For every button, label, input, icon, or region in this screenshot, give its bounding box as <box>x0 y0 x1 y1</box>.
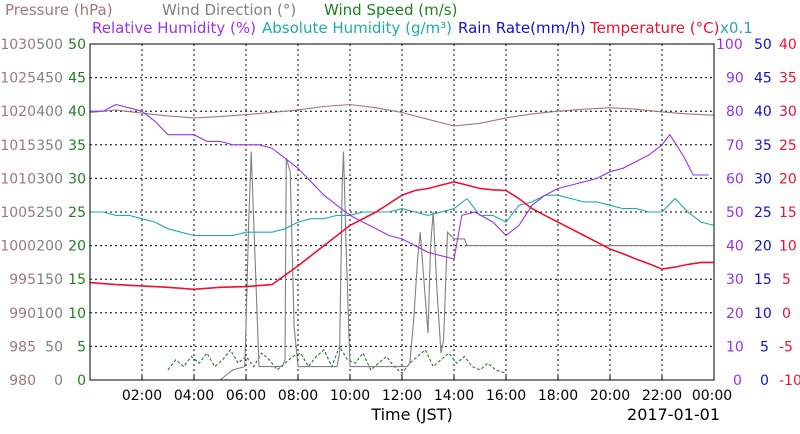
y-tick-label-wind-direction: 500 <box>36 37 63 53</box>
y-tick-label-relative-humidity: 40 <box>726 239 744 255</box>
y-tick-label-relative-humidity: 20 <box>726 306 744 322</box>
x-tick-label: 16:00 <box>486 388 526 404</box>
y-tick-label-rain-rate: 15 <box>754 272 772 288</box>
y-tick-label-wind-speed: 0 <box>77 373 86 389</box>
x-tick-label: 12:00 <box>382 388 422 404</box>
legend-relative-humidity: Relative Humidity (%) <box>92 19 256 37</box>
y-tick-label-wind-speed: 40 <box>68 104 86 120</box>
y-tick-label-pressure: 985 <box>9 339 36 355</box>
x-tick-label: 20:00 <box>590 388 630 404</box>
y-tick-label-pressure: 990 <box>9 306 36 322</box>
y-tick-label-pressure: 1010 <box>0 171 36 187</box>
y-tick-label-relative-humidity: 10 <box>726 339 744 355</box>
x-tick-label: 02:00 <box>122 388 162 404</box>
y-tick-label-rain-rate: 45 <box>754 71 772 87</box>
y-tick-label-rain-rate: 35 <box>754 138 772 154</box>
y-tick-label-wind-speed: 50 <box>68 37 86 53</box>
y-tick-label-temperature: 10 <box>779 239 797 255</box>
y-axes: 1030102510201015101010051000995990985980… <box>0 37 800 389</box>
y-tick-label-pressure: 980 <box>9 373 36 389</box>
series-line-wind-speed-m-s <box>167 345 507 375</box>
y-tick-label-temperature: 0 <box>782 306 791 322</box>
y-tick-label-wind-direction: 300 <box>36 171 63 187</box>
y-tick-label-relative-humidity: 100 <box>716 37 743 53</box>
x-tick-label: 06:00 <box>226 388 266 404</box>
y-tick-label-pressure: 1030 <box>0 37 36 53</box>
y-tick-label-pressure: 1020 <box>0 104 36 120</box>
y-tick-label-temperature: 15 <box>779 205 797 221</box>
y-tick-label-pressure: 995 <box>9 272 36 288</box>
legend-temperature: Temperature (°C) <box>589 19 719 37</box>
y-tick-label-wind-speed: 45 <box>68 71 86 87</box>
legend-scale-note: x0.1 <box>720 19 753 37</box>
grid <box>90 44 714 380</box>
y-tick-label-wind-direction: 150 <box>36 272 63 288</box>
series-line-relative-humidity <box>90 103 709 260</box>
y-tick-label-pressure: 1015 <box>0 138 36 154</box>
y-tick-label-temperature: 5 <box>782 272 791 288</box>
y-tick-label-wind-direction: 350 <box>36 138 63 154</box>
y-tick-label-rain-rate: 0 <box>760 373 769 389</box>
y-tick-label-wind-direction: 450 <box>36 71 63 87</box>
legend-absolute-humidity: Absolute Humidity (g/m³) <box>262 19 452 37</box>
y-tick-label-wind-speed: 15 <box>68 272 86 288</box>
y-tick-label-wind-speed: 30 <box>68 171 86 187</box>
y-tick-label-temperature: -10 <box>779 373 800 389</box>
x-tick-label: 10:00 <box>330 388 370 404</box>
y-tick-label-rain-rate: 50 <box>754 37 772 53</box>
x-tick-label: 14:00 <box>434 388 474 404</box>
x-tick-label: 08:00 <box>278 388 318 404</box>
y-tick-label-relative-humidity: 30 <box>726 272 744 288</box>
y-tick-label-temperature: -5 <box>779 339 793 355</box>
y-tick-label-temperature: 25 <box>779 138 797 154</box>
y-tick-label-wind-direction: 0 <box>54 373 63 389</box>
y-tick-label-pressure: 1000 <box>0 239 36 255</box>
legend-pressure: Pressure (hPa) <box>5 1 113 19</box>
y-tick-label-wind-direction: 50 <box>45 339 63 355</box>
x-tick-label: 22:00 <box>642 388 682 404</box>
y-tick-label-pressure: 1025 <box>0 71 36 87</box>
y-tick-label-temperature: 40 <box>779 37 797 53</box>
y-tick-label-wind-direction: 100 <box>36 306 63 322</box>
y-tick-label-temperature: 30 <box>779 104 797 120</box>
x-tick-label: 00:00 <box>692 388 732 404</box>
y-tick-label-rain-rate: 40 <box>754 104 772 120</box>
y-tick-label-wind-direction: 400 <box>36 104 63 120</box>
x-axis-label: Time (JST) <box>370 405 452 424</box>
y-tick-label-wind-speed: 5 <box>77 339 86 355</box>
legend-rain-rate: Rain Rate(mm/h) <box>458 19 586 37</box>
y-tick-label-temperature: 35 <box>779 71 797 87</box>
date-label: 2017-01-01 <box>627 405 720 424</box>
y-tick-label-temperature: 20 <box>779 171 797 187</box>
series-line-wind-direction <box>90 151 714 381</box>
y-tick-label-relative-humidity: 0 <box>733 373 742 389</box>
y-tick-label-rain-rate: 20 <box>754 239 772 255</box>
x-tick-label: 04:00 <box>174 388 214 404</box>
series-line-temperature-c <box>89 180 714 291</box>
series-line-absolute-humidity-g-m <box>90 194 715 237</box>
legend-wind-direction: Wind Direction (°) <box>162 1 296 19</box>
y-tick-label-wind-speed: 35 <box>68 138 86 154</box>
y-tick-label-pressure: 1005 <box>0 205 36 221</box>
y-tick-label-wind-speed: 20 <box>68 239 86 255</box>
y-tick-label-rain-rate: 25 <box>754 205 772 221</box>
y-tick-label-wind-speed: 25 <box>68 205 86 221</box>
x-ticks: 02:00 04:00 06:00 08:00 10:00 12:00 14:00 16:00… <box>122 374 732 404</box>
y-tick-label-wind-direction: 200 <box>36 239 63 255</box>
y-tick-label-relative-humidity: 90 <box>726 71 744 87</box>
y-tick-label-relative-humidity: 60 <box>726 171 744 187</box>
legend: Pressure (hPa) Wind Direction (°) Wind S… <box>5 1 753 37</box>
y-tick-label-wind-direction: 250 <box>36 205 63 221</box>
y-tick-label-rain-rate: 5 <box>760 339 769 355</box>
y-tick-label-relative-humidity: 50 <box>726 205 744 221</box>
legend-wind-speed: Wind Speed (m/s) <box>324 1 457 19</box>
x-tick-label: 18:00 <box>538 388 578 404</box>
y-tick-label-rain-rate: 30 <box>754 171 772 187</box>
y-tick-label-relative-humidity: 80 <box>726 104 744 120</box>
y-tick-label-relative-humidity: 70 <box>726 138 744 154</box>
y-tick-label-wind-speed: 10 <box>68 306 86 322</box>
series-line-pressure-hpa <box>89 103 715 127</box>
y-tick-label-rain-rate: 10 <box>754 306 772 322</box>
